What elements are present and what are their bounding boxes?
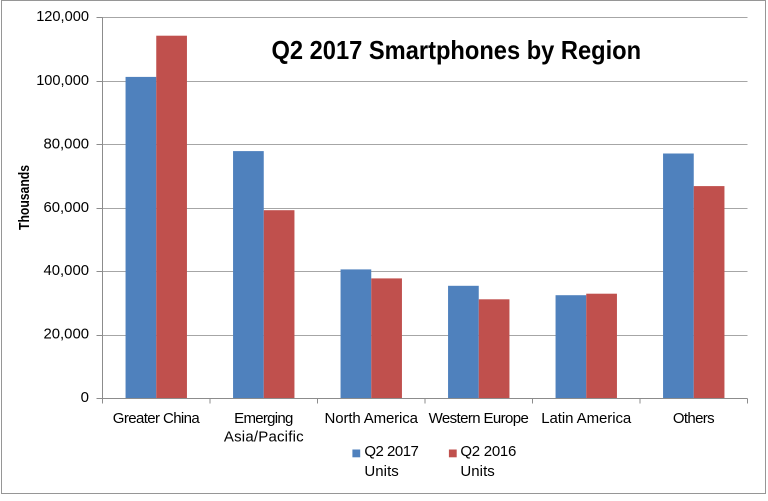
svg-text:North America: North America (325, 410, 419, 427)
svg-text:Latin America: Latin America (541, 410, 632, 427)
svg-text:100,000: 100,000 (36, 72, 89, 89)
svg-text:Q2 2017 Smartphones by Region: Q2 2017 Smartphones by Region (272, 35, 642, 65)
svg-text:40,000: 40,000 (44, 262, 90, 279)
svg-text:Western Europe: Western Europe (429, 410, 529, 427)
svg-text:Q2 2016: Q2 2016 (460, 443, 516, 460)
svg-text:60,000: 60,000 (44, 199, 90, 216)
svg-text:80,000: 80,000 (44, 135, 90, 152)
svg-text:120,000: 120,000 (36, 8, 89, 25)
svg-text:Emerging: Emerging (234, 410, 293, 427)
svg-text:Thousands: Thousands (16, 165, 33, 230)
svg-text:Units: Units (460, 463, 494, 480)
svg-text:0: 0 (81, 389, 89, 406)
svg-text:Asia/Pacific: Asia/Pacific (224, 429, 304, 446)
svg-text:Others: Others (673, 410, 715, 427)
svg-text:Greater China: Greater China (113, 410, 201, 427)
svg-text:20,000: 20,000 (44, 326, 90, 343)
svg-text:Units: Units (364, 463, 398, 480)
svg-text:Q2 2017: Q2 2017 (364, 443, 419, 460)
